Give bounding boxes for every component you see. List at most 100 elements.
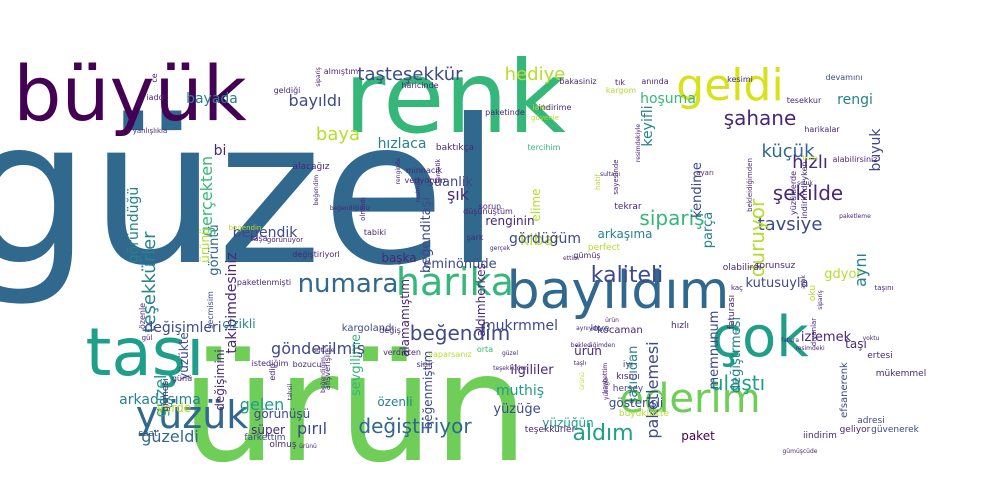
- cloud-word: renk: [344, 39, 566, 156]
- cloud-word: beğendim: [313, 175, 320, 205]
- cloud-word: alamamıştım: [398, 279, 412, 357]
- cloud-word: gösterişli: [609, 396, 664, 410]
- cloud-word: secmisim: [206, 291, 215, 329]
- cloud-word: hızlaca: [378, 136, 427, 152]
- cloud-word: sipariş: [817, 290, 824, 310]
- cloud-word: gdyor: [824, 267, 862, 282]
- cloud-word: çizikli: [222, 317, 255, 331]
- cloud-word: taşa: [250, 234, 267, 243]
- cloud-word: olmuş: [269, 440, 296, 450]
- cloud-word: renginde: [395, 157, 402, 184]
- cloud-word: kargom: [606, 86, 637, 95]
- cloud-word: sinir: [417, 360, 435, 369]
- cloud-word: görünüşü: [254, 407, 311, 421]
- cloud-word: sipariş: [315, 67, 322, 87]
- cloud-word: oku: [808, 285, 818, 301]
- cloud-word: değiştiriyor: [358, 414, 472, 438]
- cloud-word: aldımherkes: [474, 263, 488, 336]
- cloud-word: büyüklükte: [619, 409, 670, 419]
- cloud-word: devamını: [826, 73, 863, 82]
- cloud-word: faturası: [727, 295, 737, 329]
- cloud-word: ce: [150, 73, 159, 82]
- cloud-word: geldiği: [274, 86, 301, 95]
- cloud-word: güzeldi: [141, 427, 199, 446]
- cloud-word: rengi: [837, 92, 873, 108]
- cloud-word: indirime: [539, 103, 572, 112]
- cloud-word: arkadaşıma: [119, 392, 201, 408]
- cloud-word: saat: [138, 429, 158, 439]
- cloud-word: ürün: [605, 317, 619, 324]
- cloud-word: özenli: [377, 395, 412, 409]
- cloud-word: güzel: [502, 350, 518, 357]
- cloud-word: parça: [701, 212, 716, 248]
- cloud-word: verdikten: [383, 348, 421, 357]
- cloud-word: gül: [142, 334, 153, 342]
- cloud-word: gerçek: [490, 245, 511, 252]
- cloud-word: paketlemesi: [643, 341, 662, 438]
- cloud-word: şekilde: [773, 181, 843, 205]
- cloud-word: görüntü: [207, 224, 222, 275]
- cloud-word: eminönüde: [423, 257, 496, 272]
- cloud-word: ürünü: [299, 443, 317, 450]
- cloud-word: değiştrmesi: [729, 317, 744, 393]
- cloud-word: yüzüğün: [542, 416, 593, 430]
- cloud-word: kocaman: [597, 325, 642, 336]
- cloud-word: sultanı: [600, 171, 620, 178]
- cloud-word: gümüşcüde: [783, 448, 818, 455]
- cloud-word: beğendin: [229, 224, 262, 232]
- cloud-word: beğendiğim: [320, 357, 327, 393]
- cloud-word: bayıldı: [289, 91, 342, 110]
- cloud-word: sipariş: [639, 206, 704, 230]
- cloud-word: ulaştı: [711, 371, 765, 395]
- cloud-word: yüzüğe: [493, 402, 540, 417]
- cloud-word: değişimleri: [144, 320, 221, 336]
- cloud-word: gördüğüm: [509, 231, 581, 247]
- cloud-word: farkettim: [244, 433, 285, 443]
- cloud-word: yanlışlıkla: [133, 127, 168, 135]
- cloud-word: mukrmmel: [482, 318, 558, 334]
- cloud-word: bi: [214, 143, 227, 159]
- cloud-word: sorun: [479, 202, 502, 211]
- cloud-word: ederim: [619, 376, 760, 422]
- cloud-word: ürünü: [579, 372, 586, 390]
- cloud-word: kibar: [520, 230, 561, 249]
- cloud-word: taşını: [874, 284, 893, 292]
- cloud-word: keyifli: [640, 105, 656, 146]
- cloud-word: teşekkürler: [493, 365, 527, 372]
- cloud-word: resimdeki: [795, 345, 825, 352]
- cloud-word: minnacık: [406, 166, 443, 175]
- cloud-word: alabilirsiniz: [833, 155, 878, 164]
- cloud-word: alacağız: [293, 162, 330, 172]
- cloud-word: alışverişin: [323, 350, 332, 390]
- cloud-word: kaç: [731, 284, 743, 292]
- cloud-word: taşteşekkür: [357, 64, 463, 85]
- cloud-word: olmadı: [359, 197, 367, 221]
- cloud-word: edip: [268, 363, 277, 380]
- cloud-word: sentetik: [435, 158, 442, 183]
- cloud-word: istediğim: [252, 359, 289, 368]
- cloud-word: geliyor: [840, 425, 871, 435]
- cloud-word: harikalar: [804, 125, 840, 134]
- cloud-word: adresi: [857, 416, 884, 426]
- cloud-word: hızlı: [792, 152, 828, 173]
- cloud-word: güzel: [0, 77, 501, 310]
- cloud-word: şahane: [724, 106, 797, 130]
- cloud-word: paketlenmişti: [237, 278, 291, 287]
- cloud-word: gönderilmiş: [271, 339, 365, 358]
- cloud-word: beğendim: [410, 321, 510, 345]
- cloud-word: perfect: [588, 243, 621, 253]
- cloud-word: küçük: [761, 141, 815, 162]
- cloud-word: ürün: [574, 344, 602, 358]
- cloud-word: tercihim: [528, 143, 561, 152]
- cloud-word: ürünü: [198, 227, 212, 262]
- cloud-word: değişimini: [213, 349, 227, 411]
- cloud-word: yoktu: [863, 335, 880, 342]
- cloud-word: aynıydı: [576, 325, 598, 332]
- cloud-word: artık: [800, 275, 807, 289]
- cloud-word: gerçekten: [197, 156, 216, 236]
- cloud-word: yerde: [157, 401, 191, 415]
- cloud-word: bakasiniz: [559, 77, 596, 86]
- cloud-word: süper: [251, 423, 285, 437]
